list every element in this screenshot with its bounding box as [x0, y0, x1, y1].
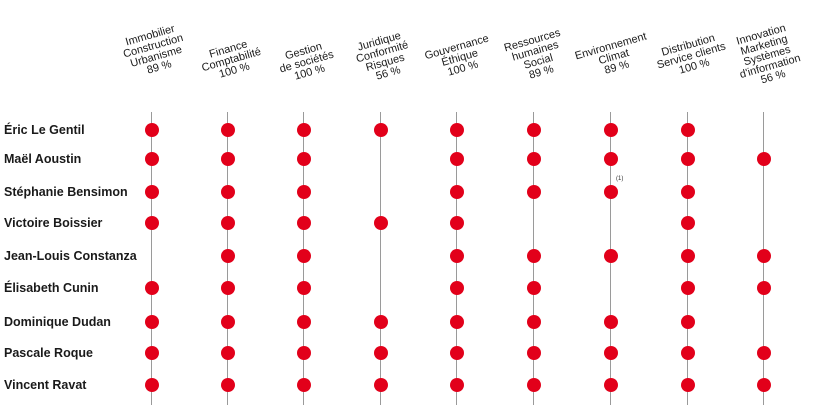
member-name: Jean-Louis Constanza	[4, 249, 137, 263]
skill-dot	[296, 185, 311, 199]
skill-dot	[680, 378, 695, 392]
skill-dot	[756, 249, 771, 263]
skill-dot	[756, 378, 771, 392]
skill-dot	[526, 378, 541, 392]
footnote-marker: (1)	[616, 176, 624, 182]
skill-dot	[220, 216, 235, 230]
column-header: Ressources humaines Social 89 %	[503, 27, 571, 86]
member-name: Maël Aoustin	[4, 152, 82, 166]
skill-dot	[526, 152, 541, 166]
skill-dot	[680, 185, 695, 199]
skill-dot	[373, 123, 388, 137]
skill-dot	[144, 152, 159, 166]
member-name: Victoire Boissier	[4, 216, 103, 230]
skill-dot	[680, 281, 695, 295]
skill-dot	[144, 185, 159, 199]
skill-dot	[449, 249, 464, 263]
column-header: Gouvernance Éthique 100 %	[423, 32, 497, 83]
skill-dot	[144, 281, 159, 295]
skill-dot	[144, 216, 159, 230]
skill-dot	[220, 185, 235, 199]
skill-dot	[680, 346, 695, 360]
skill-dot	[220, 123, 235, 137]
column-header: Finance Comptabilité 100 %	[197, 36, 265, 85]
skill-dot	[526, 185, 541, 199]
skill-dot	[373, 216, 388, 230]
skill-dot	[449, 123, 464, 137]
skill-dot	[144, 346, 159, 360]
skill-dot	[449, 152, 464, 166]
skill-dot	[449, 281, 464, 295]
column-header: Environnement Climat 89 %	[574, 30, 654, 83]
skill-dot	[220, 281, 235, 295]
column-header: Innovation Marketing Systèmes d'information…	[729, 21, 804, 91]
column-header: Gestion de sociétés 100 %	[276, 38, 339, 85]
member-name: Vincent Ravat	[4, 378, 87, 392]
skill-dot	[449, 315, 464, 329]
skill-dot	[603, 185, 618, 199]
member-name: Éric Le Gentil	[4, 123, 85, 137]
skill-dot	[296, 315, 311, 329]
skill-dot	[296, 249, 311, 263]
skill-dot	[296, 378, 311, 392]
skill-dot	[680, 249, 695, 263]
skill-dot	[296, 281, 311, 295]
skill-dot	[373, 346, 388, 360]
skill-dot	[526, 249, 541, 263]
skill-dot	[603, 123, 618, 137]
skill-dot	[449, 346, 464, 360]
skill-dot	[756, 281, 771, 295]
member-name: Dominique Dudan	[4, 315, 111, 329]
skill-dot	[603, 315, 618, 329]
member-name: Stéphanie Bensimon	[4, 185, 128, 199]
skill-dot	[220, 378, 235, 392]
skill-dot	[373, 315, 388, 329]
column-header: Juridique Conformité Risques 56 %	[352, 29, 416, 86]
skill-dot	[603, 249, 618, 263]
skill-dot	[526, 281, 541, 295]
skill-dot	[144, 378, 159, 392]
skill-dot	[449, 216, 464, 230]
skill-dot	[449, 378, 464, 392]
skill-dot	[373, 378, 388, 392]
skill-dot	[144, 123, 159, 137]
skill-dot	[296, 123, 311, 137]
skill-dot	[526, 346, 541, 360]
skill-dot	[603, 378, 618, 392]
member-name: Élisabeth Cunin	[4, 281, 99, 295]
skill-dot	[756, 346, 771, 360]
skill-dot	[144, 315, 159, 329]
skill-dot	[603, 346, 618, 360]
skill-dot	[220, 152, 235, 166]
skill-dot	[449, 185, 464, 199]
column-guide-line	[151, 112, 152, 405]
column-header: Immobilier Construction Urbanisme 89 %	[119, 22, 191, 81]
skill-dot	[296, 346, 311, 360]
skill-dot	[220, 315, 235, 329]
skill-dot	[603, 152, 618, 166]
member-name: Pascale Roque	[4, 346, 93, 360]
skill-dot	[220, 249, 235, 263]
skill-dot	[296, 152, 311, 166]
skill-dot	[526, 315, 541, 329]
skill-dot	[756, 152, 771, 166]
skill-dot	[220, 346, 235, 360]
skill-dot	[680, 216, 695, 230]
skill-dot	[680, 123, 695, 137]
skill-dot	[680, 152, 695, 166]
skill-dot	[526, 123, 541, 137]
column-guide-line	[380, 112, 381, 405]
skill-dot	[680, 315, 695, 329]
column-header: Distribution Service clients 100 %	[652, 30, 729, 81]
skill-dot	[296, 216, 311, 230]
